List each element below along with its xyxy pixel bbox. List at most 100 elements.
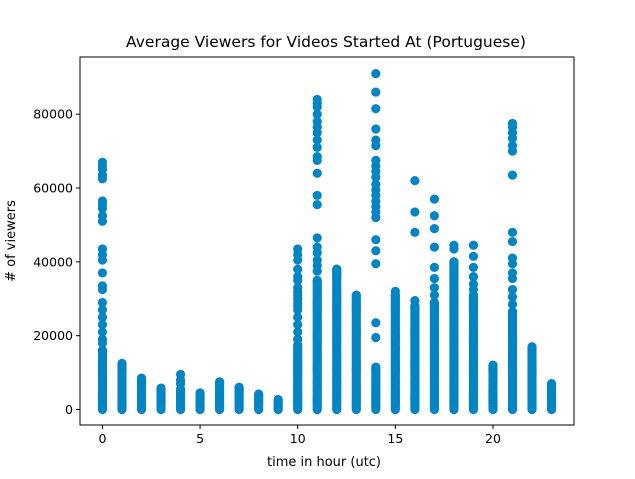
data-point [97,297,108,308]
data-point [468,272,479,282]
data-point [312,102,322,112]
data-point [97,338,108,348]
data-point [293,275,303,285]
data-point [429,347,439,357]
data-point [97,255,108,265]
data-point [371,235,381,245]
x-tick-label: 0 [98,431,106,446]
data-point [410,176,420,186]
data-point [156,383,166,393]
data-point [507,292,518,302]
data-point [97,305,108,315]
data-point [332,270,342,280]
data-point [507,273,518,284]
x-axis-label: time in hour (utc) [267,455,381,470]
data-point [507,307,518,317]
data-point [468,251,479,261]
data-point [312,109,322,119]
data-point [371,246,381,256]
data-point [97,312,108,322]
data-point [507,259,518,269]
data-point [507,170,518,180]
data-point [97,174,108,184]
data-point [97,284,108,295]
data-point [312,275,322,285]
data-point [312,190,322,201]
y-tick-label: 40000 [33,254,73,269]
data-point [97,268,108,278]
data-point [507,146,518,156]
data-point [117,358,127,368]
chart-title: Average Viewers for Videos Started At (P… [126,33,526,51]
data-point [429,273,439,284]
data-point [97,320,108,330]
data-point [371,124,381,134]
data-point [429,224,439,234]
data-point [449,257,459,267]
data-point [429,211,439,221]
data-point [410,227,420,237]
data-point [507,299,518,309]
data-point [312,155,322,165]
x-tick-label: 15 [387,431,403,446]
data-point [371,87,381,97]
data-point [429,194,439,204]
data-point [371,172,381,182]
data-point [293,255,303,265]
data-point [312,248,322,258]
data-point [371,104,381,114]
data-point [468,262,479,272]
data-point [488,360,498,370]
data-points [97,69,557,415]
y-tick-label: 20000 [33,328,73,343]
y-tick-label: 60000 [33,181,73,196]
data-point [136,373,147,383]
data-point [312,168,322,178]
x-axis: 0 5 10 15 20 [98,425,501,446]
data-point [507,227,518,237]
x-tick-label: 20 [485,431,501,446]
data-point [507,236,518,247]
data-point [410,296,420,306]
data-point [546,379,557,389]
data-point [293,312,303,322]
x-tick-label: 10 [290,431,306,446]
data-point [215,377,225,387]
data-point [429,283,439,293]
data-point [234,382,244,392]
data-point [175,379,186,389]
data-point [371,362,381,372]
data-point [429,290,439,300]
data-point [449,244,459,254]
data-point [312,142,322,153]
y-axis-label: # of viewers [4,200,19,282]
data-point [429,297,439,308]
data-point [312,135,322,145]
data-point [371,69,381,79]
data-point [293,334,303,344]
data-point [371,259,381,269]
data-point [371,140,381,151]
data-point [371,332,381,343]
data-point [293,327,303,337]
data-point [429,262,439,272]
y-axis: 0 20000 40000 60000 80000 [33,107,80,417]
data-point [195,388,205,398]
data-point [97,216,108,226]
data-point [507,284,518,295]
data-point [97,345,108,356]
data-point [527,342,537,352]
data-point [371,318,381,328]
data-point [468,240,479,250]
x-tick-label: 5 [196,431,204,446]
data-point [254,389,264,399]
data-point [97,203,108,213]
data-point [312,128,322,138]
data-point [390,343,400,354]
y-tick-label: 80000 [33,107,73,122]
data-point [312,233,322,243]
data-point [293,320,303,330]
data-point [468,284,479,295]
data-point [273,394,283,405]
